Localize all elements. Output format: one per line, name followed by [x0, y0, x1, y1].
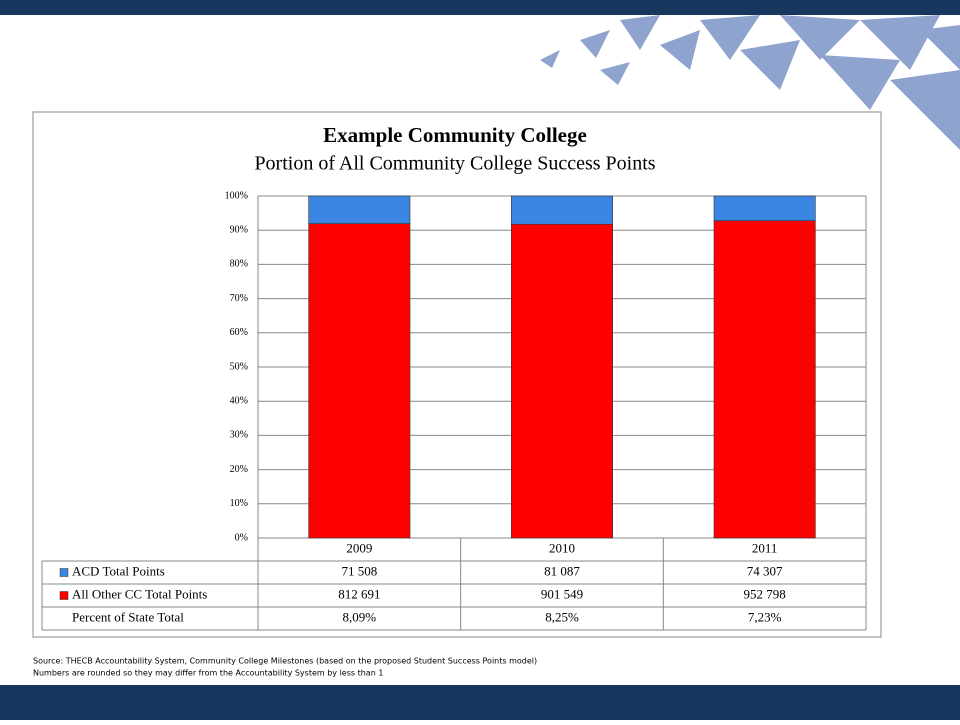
source-note: Source: THECB Accountability System, Com… [33, 657, 537, 666]
x-tick-label: 2009 [346, 540, 372, 555]
legend-key [59, 568, 69, 577]
legend-label: ACD Total Points [72, 563, 165, 578]
table-value: 81 087 [544, 563, 580, 578]
y-tick-label: 40% [230, 395, 248, 406]
bar-segment [511, 223, 613, 539]
y-tick-label: 0% [235, 532, 248, 543]
legend-label: Percent of State Total [72, 609, 184, 624]
bar-segment [511, 195, 613, 225]
table-value: 901 549 [541, 586, 583, 601]
table-value: 8,25% [545, 609, 579, 624]
x-tick-label: 2011 [752, 540, 778, 555]
top-band [0, 0, 960, 15]
bar-segment [308, 223, 411, 539]
chart-title: Example Community College [323, 123, 587, 147]
table-value: 71 508 [341, 563, 377, 578]
y-tick-label: 90% [230, 224, 248, 235]
y-tick-label: 80% [230, 259, 248, 270]
table-value: 952 798 [744, 586, 786, 601]
chart-subtitle: Portion of All Community College Success… [254, 153, 655, 175]
y-tick-label: 30% [230, 430, 248, 441]
table-value: 812 691 [338, 586, 380, 601]
y-tick-label: 50% [230, 361, 248, 372]
table-value: 74 307 [747, 563, 783, 578]
y-tick-label: 60% [230, 327, 248, 338]
bar-segment [713, 220, 816, 539]
legend-label: All Other CC Total Points [72, 586, 207, 601]
y-tick-label: 70% [230, 293, 248, 304]
bottom-band [0, 685, 960, 720]
table-value: 7,23% [748, 609, 782, 624]
star-decoration [540, 15, 960, 150]
rounding-note: Numbers are rounded so they may differ f… [33, 669, 383, 678]
y-tick-label: 100% [225, 190, 248, 201]
table-value: 8,09% [343, 609, 377, 624]
legend-key [59, 591, 69, 600]
y-tick-label: 10% [230, 498, 248, 509]
y-tick-label: 20% [230, 464, 248, 475]
x-tick-label: 2010 [549, 540, 575, 555]
bar-segment [713, 195, 816, 222]
bar-segment [308, 195, 411, 224]
